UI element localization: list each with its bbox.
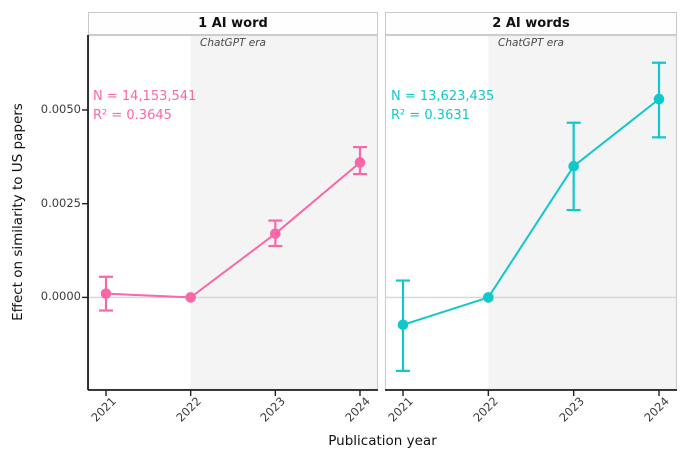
era-shaded-region [190,35,378,390]
r-squared-value: R² = 0.3631 [391,108,470,123]
y-tick-label: 0.0000 [40,289,81,304]
era-label: ChatGPT era [200,37,266,49]
panel-strip-1-ai-word: 1 AI word [88,12,378,35]
panel-strip-2-ai-words: 2 AI words [385,12,677,35]
data-point [270,228,281,239]
data-point [397,319,409,331]
x-axis-title: Publication year [328,433,437,449]
y-tick-label: 0.0025 [40,195,81,210]
data-point [354,157,366,168]
panel-title: 2 AI words [492,16,570,31]
data-point [483,292,494,303]
y-tick-label: 0.0050 [40,101,81,116]
n-value: N = 14,153,541 [93,89,197,104]
n-value: N = 13,623,435 [391,89,495,104]
panel-title: 1 AI word [198,16,268,31]
era-shaded-region [488,35,677,390]
series-line [105,161,361,299]
data-point [568,160,579,172]
annotation-panel-1: N = 14,153,541 R² = 0.3645 [93,87,196,125]
y-axis-title: Effect on similarity to US papers [10,103,26,321]
era-label: ChatGPT era [498,37,564,49]
series-line [402,98,660,326]
annotation-panel-2: N = 13,623,435 R² = 0.3631 [391,87,494,125]
r-squared-value: R² = 0.3645 [93,108,172,123]
data-point [185,292,196,303]
data-point [100,288,112,299]
data-point [653,93,665,105]
